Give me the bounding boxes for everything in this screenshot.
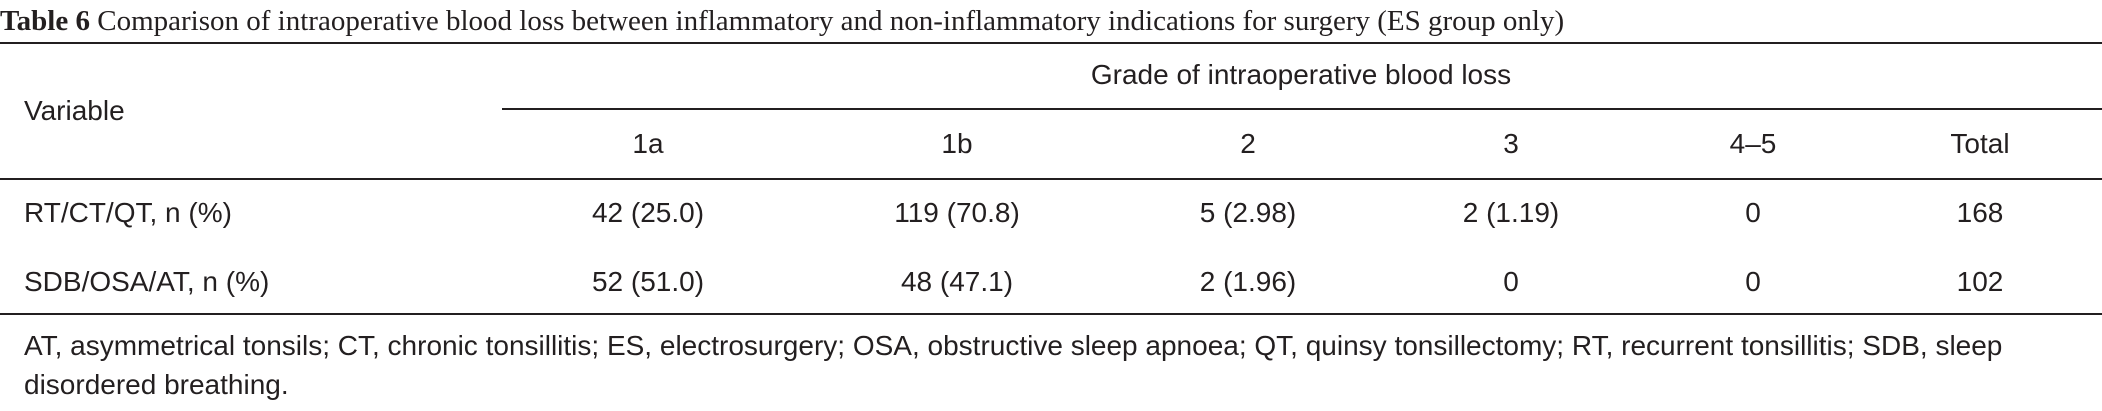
column-header-1b: 1b: [941, 128, 973, 159]
cell-1b: 119 (70.8): [894, 197, 1020, 228]
header-bottom-rule: [0, 178, 2102, 180]
cell-2: 2 (1.96): [1199, 266, 1297, 297]
table-bottom-rule: [0, 313, 2102, 315]
cell-total: 168: [1956, 197, 2004, 228]
table-footnote: AT, asymmetrical tonsils; CT, chronic to…: [24, 330, 2003, 400]
column-header-3: 3: [1503, 128, 1519, 159]
column-header-1a: 1a: [632, 128, 664, 159]
column-header-4-5: 4–5: [1729, 128, 1777, 159]
cell-1a: 52 (51.0): [591, 266, 705, 297]
cell-4-5: 0: [1745, 266, 1761, 297]
cell-3: 0: [1503, 266, 1519, 297]
cell-total: 102: [1956, 266, 2004, 297]
table-label: Table 6: [0, 5, 90, 37]
cell-1b: 48 (47.1): [900, 266, 1014, 297]
column-header-2: 2: [1240, 128, 1256, 159]
row-label: RT/CT/QT, n (%): [24, 197, 232, 228]
cell-4-5: 0: [1745, 197, 1761, 228]
column-header-total: Total: [1950, 128, 2010, 159]
cell-2: 5 (2.98): [1199, 197, 1297, 228]
variable-header: Variable: [24, 95, 125, 126]
table-title: Comparison of intraoperative blood loss …: [97, 5, 1565, 37]
group-header-rule: [502, 108, 2102, 110]
row-label: SDB/OSA/AT, n (%): [24, 266, 270, 297]
cell-3: 2 (1.19): [1462, 197, 1560, 228]
cell-1a: 42 (25.0): [591, 197, 705, 228]
top-rule: [0, 42, 2102, 44]
table-caption: Table 6 Comparison of intraoperative blo…: [0, 4, 2102, 38]
grade-group-header: Grade of intraoperative blood loss: [1090, 59, 1512, 90]
